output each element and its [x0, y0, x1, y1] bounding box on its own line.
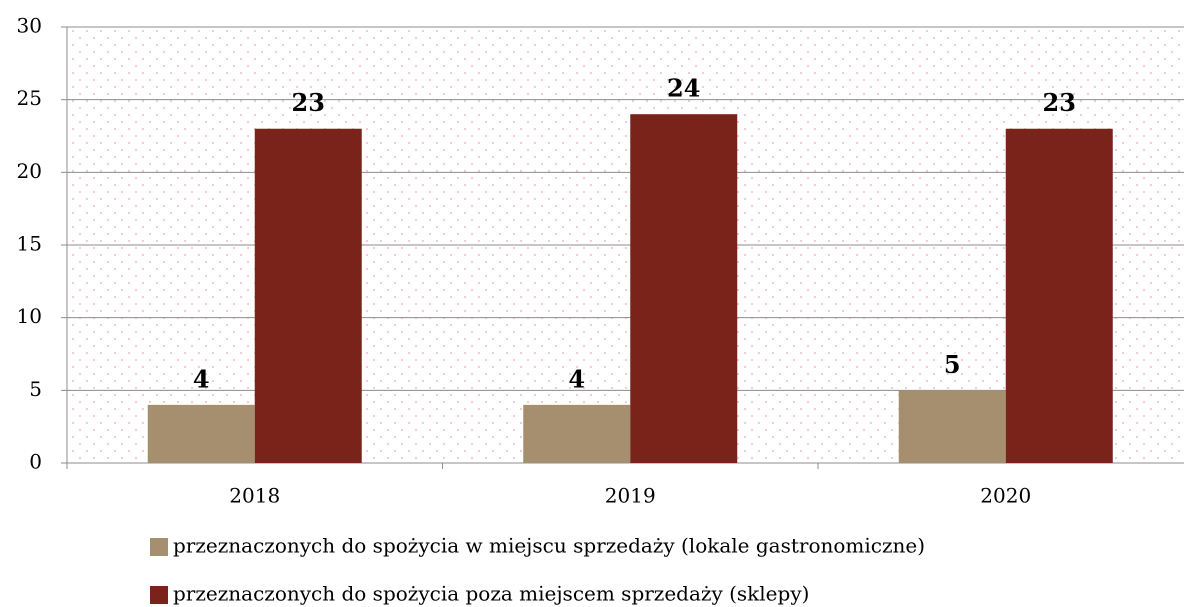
x-tick-label: 2018	[229, 484, 280, 508]
data-label: 5	[944, 350, 961, 379]
y-tick-label: 5	[29, 377, 42, 401]
legend-swatch	[150, 586, 168, 604]
y-tick-label: 20	[17, 159, 42, 183]
data-label: 23	[292, 88, 325, 117]
legend-label: przeznaczonych do spożycia w miejscu spr…	[173, 534, 925, 558]
data-label: 4	[193, 364, 210, 393]
y-tick-label: 0	[29, 450, 42, 474]
x-tick-label: 2020	[980, 484, 1031, 508]
y-tick-label: 15	[17, 232, 42, 256]
legend-swatch	[150, 538, 168, 556]
bar	[254, 128, 362, 463]
bar	[630, 114, 738, 463]
y-tick-label: 25	[17, 86, 42, 110]
data-label: 24	[667, 74, 700, 103]
x-tick-label: 2019	[605, 484, 656, 508]
y-tick-label: 30	[17, 14, 42, 38]
legend-label: przeznaczonych do spożycia poza miejscem…	[173, 582, 809, 606]
bar	[898, 390, 1006, 463]
bar	[523, 404, 631, 463]
y-tick-label: 10	[17, 304, 42, 328]
bar	[147, 404, 255, 463]
data-label: 4	[568, 364, 585, 393]
bar	[1005, 128, 1113, 463]
data-label: 23	[1043, 88, 1076, 117]
